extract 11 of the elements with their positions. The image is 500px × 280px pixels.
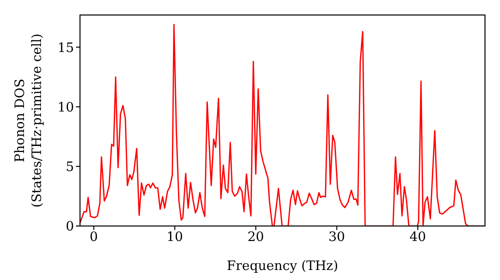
x-axis-title: Frequency (THz) — [226, 259, 338, 274]
x-tick-label: 0 — [90, 230, 98, 246]
y-tick-label: 15 — [57, 40, 74, 56]
x-tick-label: 10 — [166, 230, 184, 246]
y-tick-label: 5 — [66, 160, 74, 176]
x-tick-label: 20 — [247, 230, 264, 246]
y-tick-label: 0 — [66, 220, 74, 235]
x-tick-label: 40 — [409, 230, 426, 246]
y-axis-title: Phonon DOS (States/THz·primitive cell) — [13, 33, 45, 208]
y-tick-label: 10 — [57, 100, 74, 116]
x-tick-label: 30 — [328, 230, 346, 246]
